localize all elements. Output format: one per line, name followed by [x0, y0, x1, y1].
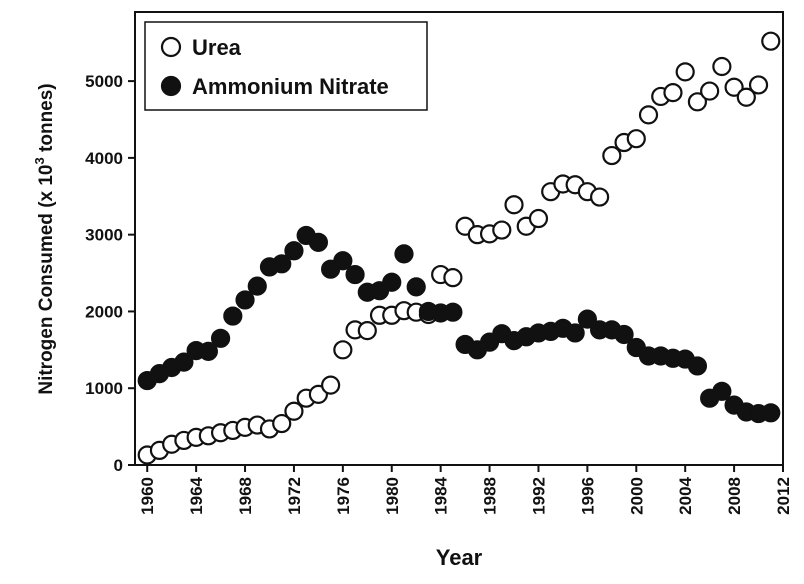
data-point-urea [272, 413, 292, 434]
legend-box [144, 21, 428, 111]
data-point-ammonium-nitrate [235, 290, 255, 310]
data-point-urea [333, 340, 353, 360]
data-point-ammonium-nitrate [577, 309, 597, 329]
data-point-ammonium-nitrate [406, 277, 426, 297]
legend-label-urea: Urea [192, 35, 242, 60]
data-point-urea [663, 83, 683, 103]
data-point-ammonium-nitrate [345, 264, 365, 285]
data-point-ammonium-nitrate [394, 244, 414, 264]
y-axis-title-suffix: tonnes) [36, 83, 57, 157]
x-tick-label: 1980 [383, 477, 402, 515]
data-point-urea [638, 105, 659, 125]
y-axis-title: Nitrogen Consumed (x 103 tonnes) [32, 83, 57, 394]
data-points [137, 31, 781, 465]
data-point-ammonium-nitrate [247, 276, 267, 296]
data-point-urea [602, 145, 622, 166]
data-point-ammonium-nitrate [284, 241, 304, 261]
data-point-urea [748, 75, 769, 95]
data-point-urea [687, 92, 708, 112]
data-point-urea [357, 321, 377, 341]
data-point-urea [700, 81, 720, 101]
y-tick-label: 3000 [85, 226, 123, 245]
data-point-ammonium-nitrate [382, 272, 402, 292]
data-point-ammonium-nitrate [614, 324, 634, 345]
y-axis-title-main: Nitrogen Consumed (x 10 [36, 164, 57, 394]
x-tick-label: 1988 [481, 477, 500, 515]
x-tick-label: 2008 [725, 477, 744, 515]
y-axis-title-superscript: 3 [32, 157, 47, 164]
x-tick-label: 2000 [627, 477, 646, 515]
y-tick-label: 0 [114, 456, 123, 475]
y-tick-label: 5000 [85, 72, 123, 91]
x-axis-title: Year [436, 545, 483, 570]
data-point-ammonium-nitrate [712, 381, 732, 401]
x-tick-label: 2012 [774, 477, 793, 515]
x-tick-label: 1996 [578, 477, 597, 515]
data-point-ammonium-nitrate [210, 328, 231, 348]
data-point-urea [590, 187, 610, 207]
data-point-ammonium-nitrate [565, 323, 585, 343]
data-point-urea [761, 31, 781, 51]
data-point-ammonium-nitrate [198, 341, 218, 361]
data-point-ammonium-nitrate [272, 254, 292, 274]
x-tick-label: 1960 [138, 477, 157, 515]
data-point-urea [626, 129, 646, 149]
data-point-urea [675, 62, 695, 82]
y-tick-label: 2000 [85, 302, 123, 321]
y-tick-label: 1000 [85, 379, 123, 398]
data-point-ammonium-nitrate [443, 302, 463, 322]
data-point-ammonium-nitrate [308, 232, 328, 252]
x-tick-label: 1976 [334, 477, 353, 515]
data-point-ammonium-nitrate [174, 352, 194, 372]
x-tick-label: 1972 [285, 477, 304, 515]
x-tick-label: 1992 [529, 477, 548, 515]
data-point-urea [321, 375, 341, 395]
x-tick-label: 1964 [187, 476, 206, 514]
axes: 0 1000 2000 3000 4000 5000 1960 1964 1968 1972 197… [85, 11, 793, 515]
data-point-urea [492, 220, 512, 240]
data-point-ammonium-nitrate [223, 306, 243, 326]
data-point-ammonium-nitrate [687, 356, 708, 376]
data-point-ammonium-nitrate [333, 251, 353, 271]
x-tick-label: 1984 [432, 476, 451, 514]
data-point-urea [736, 87, 756, 107]
x-tick-label: 1968 [236, 477, 255, 515]
legend-label-ammonium-nitrate: Ammonium Nitrate [192, 74, 389, 99]
x-tick-label: 2004 [676, 476, 695, 514]
data-point-urea [504, 195, 524, 215]
legend-marker-urea [160, 36, 182, 58]
data-point-urea [712, 56, 732, 77]
plot-frame [134, 11, 784, 466]
y-tick-label: 4000 [85, 149, 123, 168]
data-point-urea [284, 401, 304, 421]
data-point-urea [528, 208, 549, 229]
legend: Urea Ammonium Nitrate [144, 21, 428, 111]
data-point-urea [443, 268, 463, 288]
legend-marker-ammonium-nitrate [160, 75, 182, 97]
data-point-urea [724, 77, 744, 97]
data-point-ammonium-nitrate [761, 403, 781, 423]
